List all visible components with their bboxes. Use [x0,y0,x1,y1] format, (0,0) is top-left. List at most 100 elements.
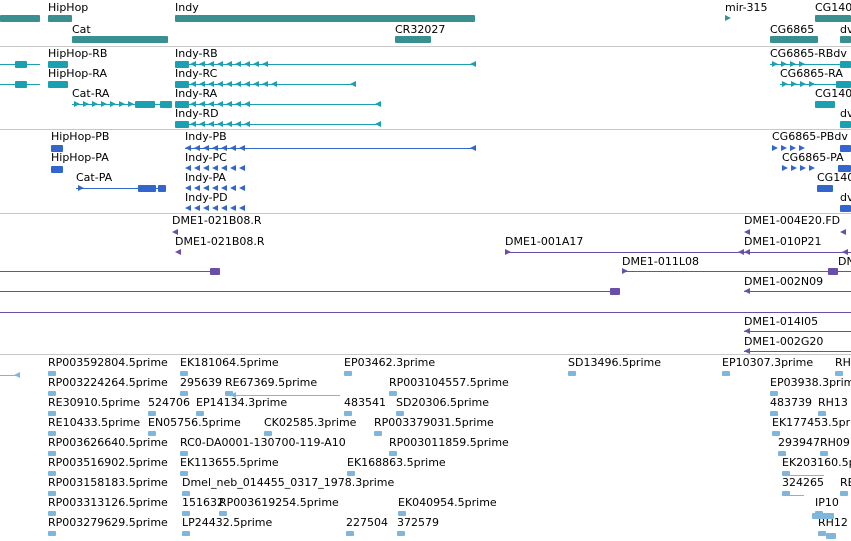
feature-label[interactable]: HipHop-PB [51,130,110,143]
feature-label[interactable]: HipHop-RA [48,67,107,80]
feature-label[interactable]: Indy-PD [185,191,228,204]
feature-label[interactable]: RC0-DA0001-130700-119-A10 [180,436,346,449]
feature-label[interactable]: Cat [72,23,91,36]
feature-block[interactable] [15,61,27,68]
feature-label[interactable]: Dmel_neb_014455_0317_1978.3prime [182,476,395,489]
feature-label[interactable]: mir-315 [725,1,768,14]
feature-label[interactable]: HipHop-RB [48,47,108,60]
feature-label[interactable]: EK181064.5prime [180,356,279,369]
feature-label[interactable]: 524706 [148,396,190,409]
feature-block[interactable] [610,288,620,295]
feature-block[interactable] [175,121,189,128]
feature-label[interactable]: RE10433.5prime [48,416,141,429]
feature-block[interactable] [840,36,851,43]
feature-label[interactable]: dv [840,107,851,120]
feature-block[interactable] [347,471,355,476]
feature-block[interactable] [148,411,156,416]
feature-block[interactable] [389,391,397,396]
feature-label[interactable]: EN05756.5prime [148,416,241,429]
feature-block[interactable] [398,511,406,516]
feature-block[interactable] [48,451,56,456]
feature-block[interactable] [48,391,56,396]
feature-label[interactable]: RP003279629.5prime [48,516,168,529]
feature-label[interactable]: 295639 [180,376,222,389]
feature-label[interactable]: RP003158183.5prime [48,476,168,489]
feature-label[interactable]: HipHop-PA [51,151,109,164]
feature-block[interactable] [48,411,56,416]
feature-label[interactable]: Indy-PB [185,130,227,143]
feature-block[interactable] [722,371,730,376]
feature-label[interactable]: EK113655.5prime [180,456,279,469]
feature-block[interactable] [48,471,56,476]
feature-block[interactable] [148,431,156,436]
feature-block[interactable] [817,185,833,192]
feature-block[interactable] [175,81,189,88]
feature-block[interactable] [175,61,189,68]
feature-block[interactable] [344,411,352,416]
feature-block[interactable] [344,371,352,376]
feature-label[interactable]: DME1-010P21 [744,235,822,248]
feature-block[interactable] [225,391,233,396]
feature-block[interactable] [838,165,851,172]
feature-block[interactable] [778,451,786,456]
feature-label[interactable]: CG6865 [770,23,815,36]
feature-label[interactable]: RP003592804.5prime [48,356,168,369]
feature-block[interactable] [397,531,405,536]
feature-label[interactable]: Indy-RC [175,67,218,80]
feature-block[interactable] [782,471,790,476]
feature-label[interactable]: RP003516902.5prime [48,456,168,469]
feature-label[interactable]: 483739 [770,396,812,409]
feature-block[interactable] [815,101,835,108]
feature-block[interactable] [815,15,851,22]
feature-label[interactable]: DME1-002N09 [744,275,824,288]
feature-label[interactable]: RP003224264.5prime [48,376,168,389]
feature-block[interactable] [836,81,851,88]
feature-block[interactable] [770,391,778,396]
feature-label[interactable]: CG6865-RA [780,67,843,80]
feature-block[interactable] [374,431,382,436]
feature-label[interactable]: RE [840,476,851,489]
feature-block[interactable] [264,431,272,436]
feature-block[interactable] [160,101,172,108]
feature-label[interactable]: EK177453.5prime [772,416,851,429]
feature-block[interactable] [210,268,220,275]
feature-block[interactable] [158,185,166,192]
feature-label[interactable]: EP10307.3prime [722,356,814,369]
feature-label[interactable]: dv [840,23,851,36]
feature-label[interactable]: DME1-014I05 [744,315,819,328]
feature-block[interactable] [180,451,188,456]
feature-block[interactable] [48,15,72,22]
feature-label[interactable]: RP003011859.5prime [389,436,509,449]
feature-block[interactable] [15,81,27,88]
feature-label[interactable]: Indy [175,1,199,14]
feature-label[interactable]: dv [840,191,851,204]
feature-label[interactable]: CG140 [815,1,851,14]
feature-label[interactable]: HipHop [48,1,89,14]
feature-block[interactable] [48,431,56,436]
feature-block[interactable] [0,15,40,22]
feature-block[interactable] [840,121,851,128]
feature-label[interactable]: LP24432.5prime [182,516,273,529]
feature-label[interactable]: CG140 [815,87,851,100]
feature-block[interactable] [48,531,56,536]
feature-block[interactable] [840,61,851,68]
feature-block[interactable] [219,511,227,516]
feature-label[interactable]: EP03938.3prime [770,376,851,389]
feature-label[interactable]: DME1-021B08.R [175,235,265,248]
feature-label[interactable]: DME1-002G20 [744,335,824,348]
feature-label[interactable]: Indy-RD [175,107,219,120]
feature-label[interactable]: CR32027 [395,23,446,36]
feature-label[interactable]: RP003619254.5prime [219,496,339,509]
feature-block[interactable] [138,185,156,192]
feature-label[interactable]: RH09 [820,436,850,449]
feature-label[interactable]: IP10 [815,496,839,509]
feature-label[interactable]: 151632 [182,496,224,509]
feature-label[interactable]: RH13 [818,396,848,409]
feature-label[interactable]: EP14134.3prime [196,396,288,409]
feature-block[interactable] [782,491,790,496]
feature-block[interactable] [346,531,354,536]
feature-label[interactable]: CK02585.3prime [264,416,357,429]
feature-label[interactable]: RP003313126.5prime [48,496,168,509]
feature-block[interactable] [48,491,56,496]
feature-label[interactable]: SD20306.5prime [396,396,489,409]
